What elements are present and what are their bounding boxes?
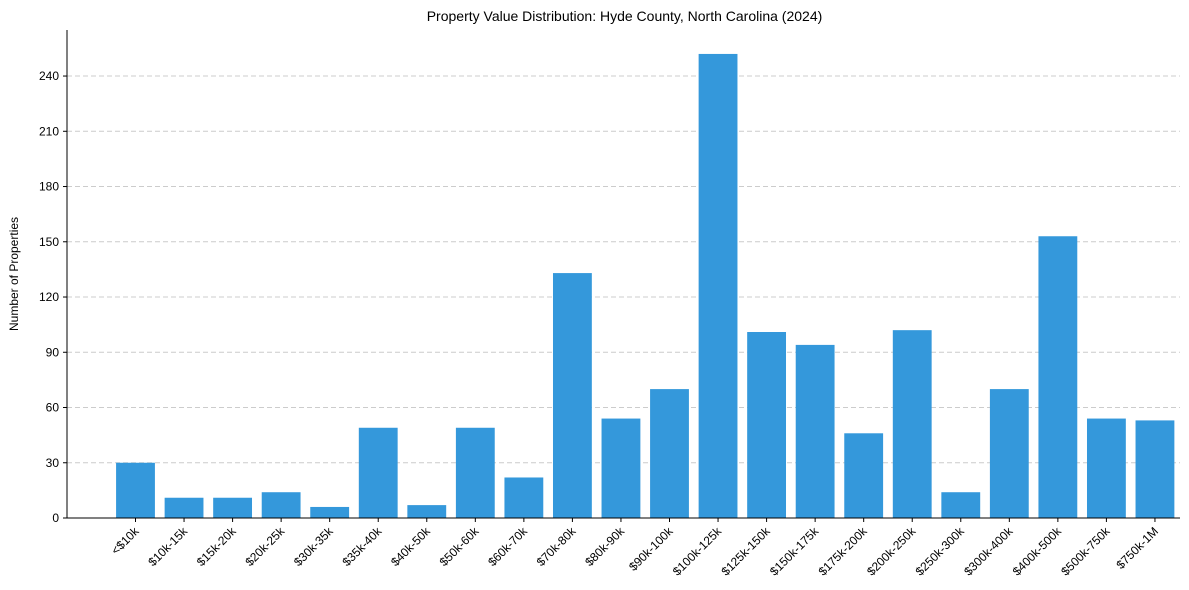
y-ticks: 0 30 60 90 120 150 180 210 240 <box>39 69 67 525</box>
bar <box>941 492 981 518</box>
bar <box>407 505 447 518</box>
y-tick-label: 180 <box>39 180 59 194</box>
x-tick-label: $60k-70k <box>485 524 531 570</box>
x-tick-label: $100k-125k <box>670 524 725 579</box>
x-tick-label: $90k-100k <box>626 524 676 574</box>
y-tick-label: 120 <box>39 290 59 304</box>
x-tick-label: $125k-150k <box>718 524 773 579</box>
x-tick-label: $175k-200k <box>816 524 871 579</box>
y-tick-label: 0 <box>52 511 59 525</box>
bar <box>989 389 1029 518</box>
y-tick-label: 210 <box>39 124 59 138</box>
y-tick-label: 90 <box>46 345 60 359</box>
bars <box>116 53 1175 518</box>
gridlines <box>67 75 1180 464</box>
bar <box>504 477 544 518</box>
bar <box>698 53 738 518</box>
x-tick-label: <$10k <box>108 524 142 558</box>
x-tick-label: $250k-300k <box>913 524 968 579</box>
y-tick-label: 60 <box>46 401 60 415</box>
bar <box>747 332 787 518</box>
x-tick-label: $30k-35k <box>291 524 337 570</box>
x-tick-label: $400k-500k <box>1010 524 1065 579</box>
x-tick-label: $70k-80k <box>534 524 580 570</box>
x-tick-label: $80k-90k <box>582 524 628 570</box>
bar <box>261 492 301 518</box>
bar <box>164 497 204 518</box>
bar <box>892 330 932 518</box>
bar <box>1135 420 1175 518</box>
x-tick-label: $15k-20k <box>194 524 240 570</box>
x-tick-label: $20k-25k <box>242 524 288 570</box>
x-tick-label: $10k-15k <box>145 524 191 570</box>
bar <box>358 427 398 518</box>
bar <box>213 497 253 518</box>
y-axis-label: Number of Properties <box>7 217 21 331</box>
x-tick-label: $50k-60k <box>437 524 483 570</box>
x-ticks: <$10k $10k-15k $15k-20k $20k-25k $30k-35k $35… <box>108 518 1161 578</box>
x-tick-label: $40k-50k <box>388 524 434 570</box>
x-tick-label: $200k-250k <box>864 524 919 579</box>
x-tick-label: $150k-175k <box>767 524 822 579</box>
bar <box>1038 236 1078 518</box>
bar <box>552 273 592 518</box>
axes <box>66 30 1180 519</box>
bar <box>844 433 884 518</box>
x-tick-label: $300k-400k <box>961 524 1016 579</box>
bar <box>1086 418 1126 518</box>
x-tick-label: $500k-750k <box>1058 524 1113 579</box>
y-tick-label: 150 <box>39 235 59 249</box>
x-tick-label: $750k-1M <box>1113 524 1161 572</box>
bar <box>310 506 350 518</box>
bar <box>601 418 641 518</box>
bar <box>116 462 155 518</box>
bar <box>455 427 495 518</box>
bar <box>795 344 835 518</box>
chart-title: Property Value Distribution: Hyde County… <box>427 8 823 24</box>
bar <box>650 389 689 518</box>
y-tick-label: 240 <box>39 69 59 83</box>
x-tick-label: $35k-40k <box>340 524 386 570</box>
y-tick-label: 30 <box>46 456 60 470</box>
